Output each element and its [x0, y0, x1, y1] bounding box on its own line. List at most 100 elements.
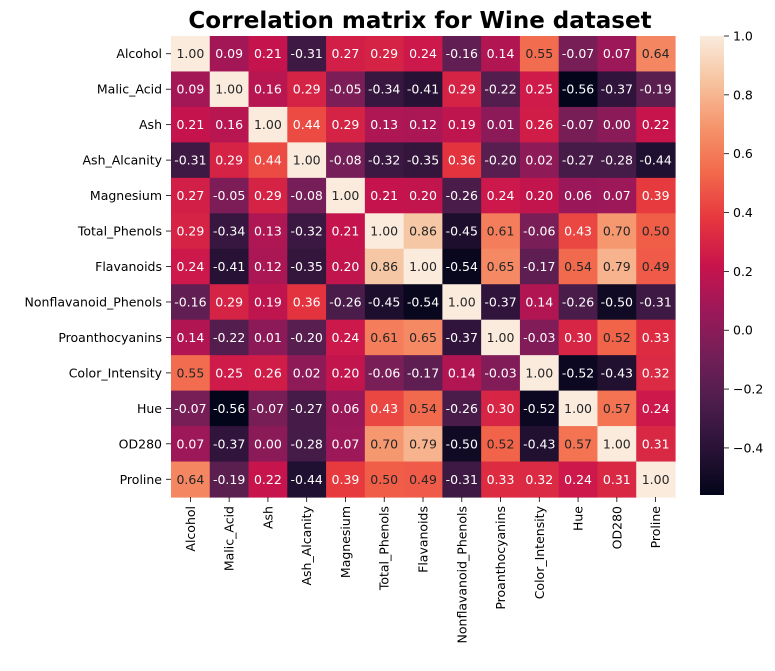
- cell-value-label: 0.09: [215, 46, 243, 61]
- heatmap-cell: [558, 390, 599, 427]
- heatmap-cell: [171, 106, 211, 143]
- cell-value-label: -0.37: [446, 330, 478, 345]
- cell-value-label: 0.21: [332, 224, 360, 239]
- heatmap-cell: [597, 319, 637, 356]
- cell-value-label: 0.64: [176, 472, 204, 487]
- heatmap-cell: [558, 284, 599, 321]
- heatmap-cell: [364, 461, 405, 498]
- heatmap-cell: [442, 71, 482, 108]
- cell-value-label: -0.17: [523, 259, 555, 274]
- heatmap-cell: [558, 355, 599, 392]
- heatmap-cell: [636, 461, 676, 498]
- cell-value-label: 0.24: [176, 259, 204, 274]
- cell-value-label: -0.34: [368, 82, 400, 97]
- cell-value-label: 0.00: [254, 436, 282, 451]
- heatmap-cell: [519, 71, 560, 108]
- heatmap-cell: [597, 106, 637, 143]
- heatmap-cell: [326, 142, 366, 179]
- heatmap-cell: [326, 213, 366, 250]
- heatmap-cell: [326, 461, 366, 498]
- heatmap-cell: [287, 213, 327, 250]
- heatmap-cell: [171, 248, 211, 285]
- heatmap-cell: [403, 461, 443, 498]
- heatmap-cell: [442, 461, 482, 498]
- heatmap-cell: [519, 355, 560, 392]
- heatmap-cell: [287, 36, 327, 73]
- colorbar-tick-label: 0.6: [733, 146, 753, 161]
- heatmap-cell: [287, 284, 327, 321]
- cell-value-label: -0.06: [368, 365, 400, 380]
- cell-value-label: 0.36: [448, 153, 476, 168]
- cell-value-label: 0.64: [642, 46, 670, 61]
- y-tick-label: Alcohol: [116, 46, 162, 61]
- heatmap-cell: [209, 284, 250, 321]
- cell-value-label: -0.26: [562, 294, 594, 309]
- heatmap-cell: [403, 319, 443, 356]
- heatmap-cell: [248, 177, 288, 214]
- cell-value-label: -0.06: [523, 224, 555, 239]
- cell-value-label: -0.19: [639, 82, 671, 97]
- heatmap-cell: [481, 213, 521, 250]
- cell-value-label: 0.29: [254, 188, 282, 203]
- cell-value-label: -0.31: [291, 46, 323, 61]
- cell-value-label: 0.07: [332, 436, 360, 451]
- heatmap-cell: [171, 71, 211, 108]
- cell-value-label: 0.70: [370, 436, 398, 451]
- heatmap-cell: [636, 71, 676, 108]
- heatmap-cell: [481, 284, 521, 321]
- cell-value-label: 0.43: [370, 401, 398, 416]
- cell-value-label: -0.45: [446, 224, 478, 239]
- heatmap-cell: [558, 142, 599, 179]
- heatmap-cell: [442, 390, 482, 427]
- cell-value-label: 0.02: [293, 365, 321, 380]
- heatmap-cell: [636, 248, 676, 285]
- heatmap-cell: [403, 426, 443, 463]
- cell-value-label: 1.00: [487, 330, 515, 345]
- cell-value-label: -0.22: [484, 82, 516, 97]
- cell-value-label: 0.14: [176, 330, 204, 345]
- cell-value-label: 0.32: [525, 472, 553, 487]
- cell-value-label: 0.39: [332, 472, 360, 487]
- cell-value-label: -0.41: [407, 82, 439, 97]
- colorbar-tick-label: −0.2: [733, 382, 763, 397]
- heatmap-cell: [481, 142, 521, 179]
- y-tick-label: Total_Phenols: [77, 224, 162, 239]
- heatmap-cell: [209, 177, 250, 214]
- y-tick-label: Malic_Acid: [97, 82, 162, 97]
- cell-value-label: -0.20: [484, 153, 516, 168]
- cell-value-label: -0.27: [562, 153, 594, 168]
- heatmap-cell: [442, 36, 482, 73]
- cell-value-label: 0.24: [487, 188, 515, 203]
- cell-value-label: 0.19: [448, 117, 476, 132]
- cell-value-label: 0.54: [409, 401, 437, 416]
- cell-value-label: 0.29: [332, 117, 360, 132]
- cell-value-label: 0.29: [293, 82, 321, 97]
- cell-value-label: 1.00: [215, 82, 243, 97]
- heatmap-cell: [364, 390, 405, 427]
- cell-value-label: 0.79: [603, 259, 631, 274]
- heatmap-cell: [171, 177, 211, 214]
- y-tick-label: OD280: [119, 436, 162, 451]
- cell-value-label: 0.29: [370, 46, 398, 61]
- heatmap-cell: [171, 142, 211, 179]
- cell-value-label: -0.37: [213, 436, 245, 451]
- heatmap-cell: [519, 319, 560, 356]
- cell-value-label: 0.24: [642, 401, 670, 416]
- cell-value-label: -0.56: [213, 401, 245, 416]
- heatmap-cell: [326, 426, 366, 463]
- cell-value-label: -0.08: [291, 188, 323, 203]
- cell-value-label: 0.50: [642, 224, 670, 239]
- cell-value-label: -0.37: [484, 294, 516, 309]
- heatmap-cell: [248, 36, 288, 73]
- heatmap-cell: [519, 106, 560, 143]
- heatmap-cell: [326, 390, 366, 427]
- heatmap-cell: [403, 213, 443, 250]
- heatmap-cell: [519, 390, 560, 427]
- cell-value-label: 0.33: [487, 472, 515, 487]
- heatmap-cell: [597, 390, 637, 427]
- x-tick-label: Magnesium: [338, 506, 353, 578]
- heatmap-cell: [326, 177, 366, 214]
- cell-value-label: -0.34: [213, 224, 245, 239]
- cell-value-label: -0.31: [639, 294, 671, 309]
- heatmap-cell: [248, 142, 288, 179]
